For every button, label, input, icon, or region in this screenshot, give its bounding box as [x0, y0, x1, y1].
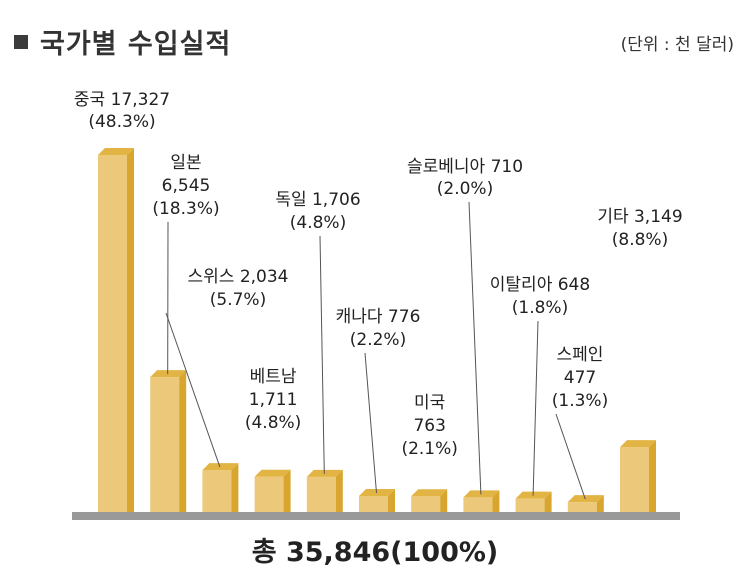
bar-label-10-line-3: (1.3%) [552, 391, 608, 411]
leader-line-8 [468, 201, 482, 495]
leader-line-9 [532, 320, 539, 496]
bar-1 [98, 148, 134, 512]
bar-8 [463, 490, 500, 512]
title-square-icon [14, 34, 28, 49]
bar-label-7-line-2: 763 [413, 416, 445, 436]
leader-line-10 [555, 413, 586, 500]
bar-label-6-line-1: 캐나다 776 [336, 307, 421, 327]
bar-label-5-line-1: 독일 1,706 [275, 190, 360, 210]
bar-label-4-line-2: 1,711 [249, 390, 298, 410]
bar-3 [202, 463, 239, 512]
bar-label-7-line-3: (2.1%) [401, 439, 457, 459]
title-group: 국가별 수입실적 [14, 22, 231, 61]
bar-label-4-line-3: (4.8%) [245, 413, 301, 433]
bar-label-10-line-2: 477 [564, 368, 596, 388]
bar-7 [411, 489, 448, 512]
bar-label-11-line-2: (8.8%) [612, 230, 668, 250]
chart-title: 국가별 수입실적 [40, 29, 232, 60]
total-label: 총 35,846(100%) [251, 537, 499, 568]
bar-label-6-line-2: (2.2%) [350, 330, 406, 350]
bar-10 [567, 495, 604, 512]
bar-label-3-line-1: 스위스 2,034 [188, 267, 289, 287]
leader-line-5 [319, 235, 325, 474]
bar-11 [620, 440, 656, 512]
bar-label-2-line-3: (18.3%) [152, 199, 219, 219]
bar-label-7-line-1: 미국 [414, 393, 445, 413]
bar-label-4-line-1: 베트남 [250, 367, 297, 387]
bar-label-5-line-2: (4.8%) [290, 213, 346, 233]
bar-2 [150, 370, 187, 512]
leader-line-3 [165, 312, 221, 468]
bar-label-8-line-1: 슬로베니아 710 [407, 157, 523, 177]
bar-label-8-line-2: (2.0%) [437, 179, 493, 199]
baseline [72, 512, 680, 520]
bar-label-11-line-1: 기타 3,149 [597, 207, 682, 227]
bar-6 [359, 489, 395, 512]
bar-label-2-line-1: 일본 [170, 153, 201, 173]
bar-5 [306, 469, 343, 512]
bar-label-3-line-2: (5.7%) [210, 290, 266, 310]
bar-label-1-line-1: 중국 17,327 [74, 90, 170, 110]
bar-label-10-line-1: 스페인 [557, 345, 604, 365]
bar-label-1-line-2: (48.3%) [88, 112, 155, 132]
leader-line-6 [364, 352, 377, 494]
bar-4 [254, 469, 291, 512]
unit-label: (단위 : 천 달러) [620, 35, 734, 55]
bar-label-2-line-2: 6,545 [162, 176, 211, 196]
bar-label-9-line-2: (1.8%) [512, 298, 568, 318]
bar-label-9-line-1: 이탈리아 648 [490, 275, 590, 295]
